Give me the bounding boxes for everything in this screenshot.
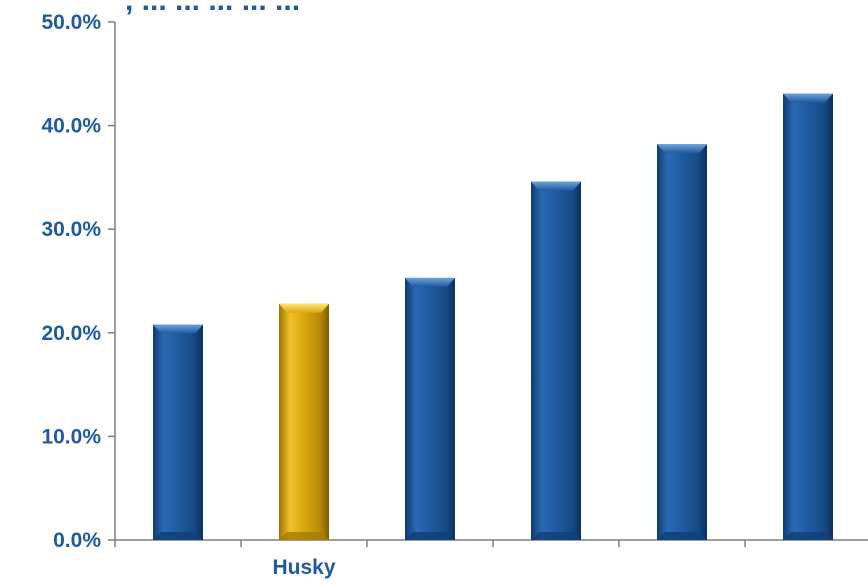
- bars: [153, 93, 833, 541]
- bar-base: [405, 532, 455, 540]
- y-tick-label: 10.0%: [41, 425, 101, 448]
- bar-base: [153, 532, 203, 540]
- bar-body: [405, 277, 455, 540]
- bar-cap: [153, 324, 203, 334]
- y-tick-label: 40.0%: [41, 115, 101, 138]
- y-tick-label: 20.0%: [41, 322, 101, 345]
- bar-body: [783, 93, 833, 540]
- bar-cap: [783, 93, 833, 103]
- bar-body: [279, 303, 329, 540]
- bar-cap: [657, 144, 707, 154]
- x-tick-label: Husky: [272, 556, 335, 579]
- bar-base: [657, 532, 707, 540]
- bar-cap: [279, 303, 329, 313]
- bar: [657, 144, 707, 541]
- bar-body: [657, 144, 707, 541]
- bar-base: [279, 532, 329, 540]
- bar-body: [531, 181, 581, 540]
- bar-base: [531, 532, 581, 540]
- bar-base: [783, 532, 833, 540]
- bar: [405, 277, 455, 540]
- bar: [783, 93, 833, 540]
- x-axis: [114, 539, 868, 547]
- bar-body: [153, 324, 203, 540]
- bar: [279, 303, 329, 540]
- y-tick-label: 50.0%: [41, 11, 101, 34]
- y-axis: 0.0% 10.0% 20.0% 30.0% 40.0% 50.0%: [41, 11, 116, 552]
- bar: [531, 181, 581, 540]
- bar-cap: [405, 277, 455, 287]
- bar: [153, 324, 203, 540]
- x-labels: Husky: [272, 556, 335, 579]
- bar-cap: [531, 181, 581, 191]
- y-tick-label: 0.0%: [53, 529, 101, 552]
- chart-title: , ... ... ... ... ...: [125, 0, 300, 17]
- y-tick-label: 30.0%: [41, 218, 101, 241]
